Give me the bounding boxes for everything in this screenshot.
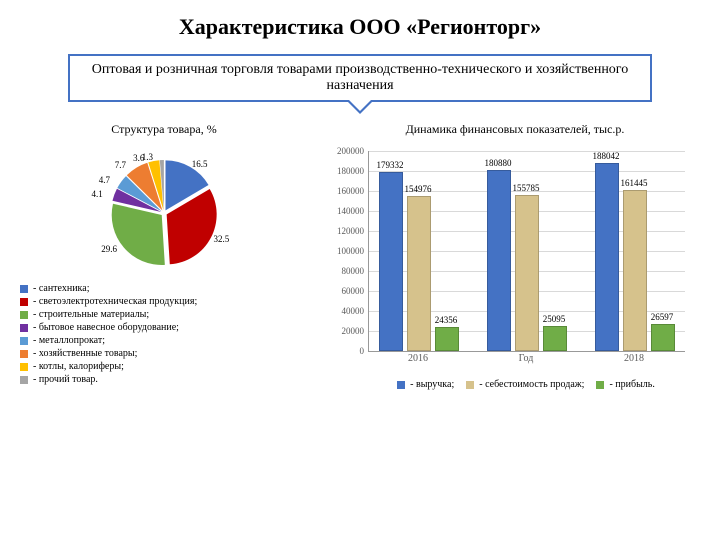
pie-slice-label: 1.3: [142, 152, 153, 162]
bar-value-label: 179332: [377, 160, 404, 170]
pie-legend-item: - хозяйственные товары;: [20, 348, 314, 359]
legend-swatch-icon: [596, 381, 604, 389]
pie-legend: - сантехника; - светоэлектротехническая п…: [14, 283, 314, 385]
bar-legend: - выручка; - себестоимость продаж; - прибы…: [368, 379, 684, 392]
pie-slice: [112, 204, 165, 265]
pie-legend-item: - строительные материалы;: [20, 309, 314, 320]
legend-label: - котлы, калориферы;: [33, 361, 124, 372]
legend-label: - прочий товар.: [33, 374, 98, 385]
bar: [435, 327, 459, 351]
grid-line: [369, 171, 685, 172]
legend-label: - сантехника;: [33, 283, 89, 294]
bar-legend-item: - себестоимость продаж;: [466, 379, 584, 390]
y-tick-label: 200000: [324, 146, 364, 156]
y-tick-label: 20000: [324, 326, 364, 336]
legend-swatch-icon: [20, 363, 28, 371]
pie-legend-item: - металлопрокат;: [20, 335, 314, 346]
y-tick-label: 0: [324, 346, 364, 356]
pie-svg: [79, 143, 249, 283]
y-tick-label: 80000: [324, 266, 364, 276]
pie-legend-item: - сантехника;: [20, 283, 314, 294]
x-tick-label: 2018: [624, 353, 644, 364]
bar-legend-item: - выручка;: [397, 379, 454, 390]
y-tick-label: 140000: [324, 206, 364, 216]
bar-chart: - выручка; - себестоимость продаж; - прибы…: [324, 143, 694, 393]
bar-value-label: 154976: [405, 184, 432, 194]
slide: Характеристика ООО «Регионторг» Оптовая …: [0, 0, 720, 540]
legend-label: - выручка;: [410, 379, 454, 390]
grid-line: [369, 151, 685, 152]
bar-title: Динамика финансовых показателей, тыс.р.: [324, 122, 706, 137]
bar-legend-item: - прибыль.: [596, 379, 654, 390]
bar-value-label: 26597: [651, 312, 674, 322]
y-tick-label: 40000: [324, 306, 364, 316]
bar-value-label: 188042: [593, 151, 620, 161]
legend-label: - строительные материалы;: [33, 309, 149, 320]
pie-chart: 16.532.529.64.14.77.73.61.3: [79, 143, 249, 273]
bar: [543, 326, 567, 351]
pie-slice-label: 4.7: [99, 175, 110, 185]
legend-label: - светоэлектротехническая продукция;: [33, 296, 197, 307]
y-tick-label: 180000: [324, 166, 364, 176]
pie-slice-label: 32.5: [213, 234, 229, 244]
pie-panel: Структура товара, % 16.5 32.5 29.6 4.1 4.7 7.…: [14, 122, 314, 393]
pie-slice-label: 4.1: [91, 189, 102, 199]
legend-label: - хозяйственные товары;: [33, 348, 137, 359]
legend-label: - себестоимость продаж;: [479, 379, 584, 390]
legend-swatch-icon: [20, 324, 28, 332]
bar: [595, 163, 619, 351]
legend-swatch-icon: [20, 350, 28, 358]
pie-legend-item: - котлы, калориферы;: [20, 361, 314, 372]
page-title: Характеристика ООО «Регионторг»: [0, 0, 720, 40]
y-tick-label: 100000: [324, 246, 364, 256]
legend-swatch-icon: [466, 381, 474, 389]
legend-swatch-icon: [20, 298, 28, 306]
bar-value-label: 161445: [621, 178, 648, 188]
legend-label: - бытовое навесное оборудование;: [33, 322, 179, 333]
subtitle-text: Оптовая и розничная торговля товарами пр…: [92, 62, 628, 93]
bar: [379, 172, 403, 351]
y-tick-label: 160000: [324, 186, 364, 196]
bar: [487, 170, 511, 351]
pie-legend-item: - прочий товар.: [20, 374, 314, 385]
bar-value-label: 155785: [513, 183, 540, 193]
bar-value-label: 25095: [543, 314, 566, 324]
legend-swatch-icon: [20, 337, 28, 345]
pie-slice-label: 29.6: [101, 244, 117, 254]
legend-swatch-icon: [20, 311, 28, 319]
y-tick-label: 60000: [324, 286, 364, 296]
x-tick-label: 2016: [408, 353, 428, 364]
bar: [407, 196, 431, 351]
legend-swatch-icon: [397, 381, 405, 389]
pie-slice-label: 7.7: [115, 160, 126, 170]
bar: [623, 190, 647, 351]
y-tick-label: 120000: [324, 226, 364, 236]
pie-title: Структура товара, %: [14, 122, 314, 137]
bar-panel: Динамика финансовых показателей, тыс.р. …: [314, 122, 706, 393]
pie-legend-item: - бытовое навесное оборудование;: [20, 322, 314, 333]
bar: [651, 324, 675, 351]
legend-swatch-icon: [20, 376, 28, 384]
legend-label: - прибыль.: [609, 379, 654, 390]
legend-swatch-icon: [20, 285, 28, 293]
bar: [515, 195, 539, 351]
bar-value-label: 24356: [435, 315, 458, 325]
x-tick-label: Год: [519, 353, 534, 364]
pie-legend-item: - светоэлектротехническая продукция;: [20, 296, 314, 307]
subtitle-callout: Оптовая и розничная торговля товарами пр…: [68, 54, 652, 102]
bar-value-label: 180880: [485, 158, 512, 168]
content-row: Структура товара, % 16.5 32.5 29.6 4.1 4.7 7.…: [0, 122, 720, 393]
legend-label: - металлопрокат;: [33, 335, 105, 346]
pie-slice-label: 16.5: [192, 159, 208, 169]
